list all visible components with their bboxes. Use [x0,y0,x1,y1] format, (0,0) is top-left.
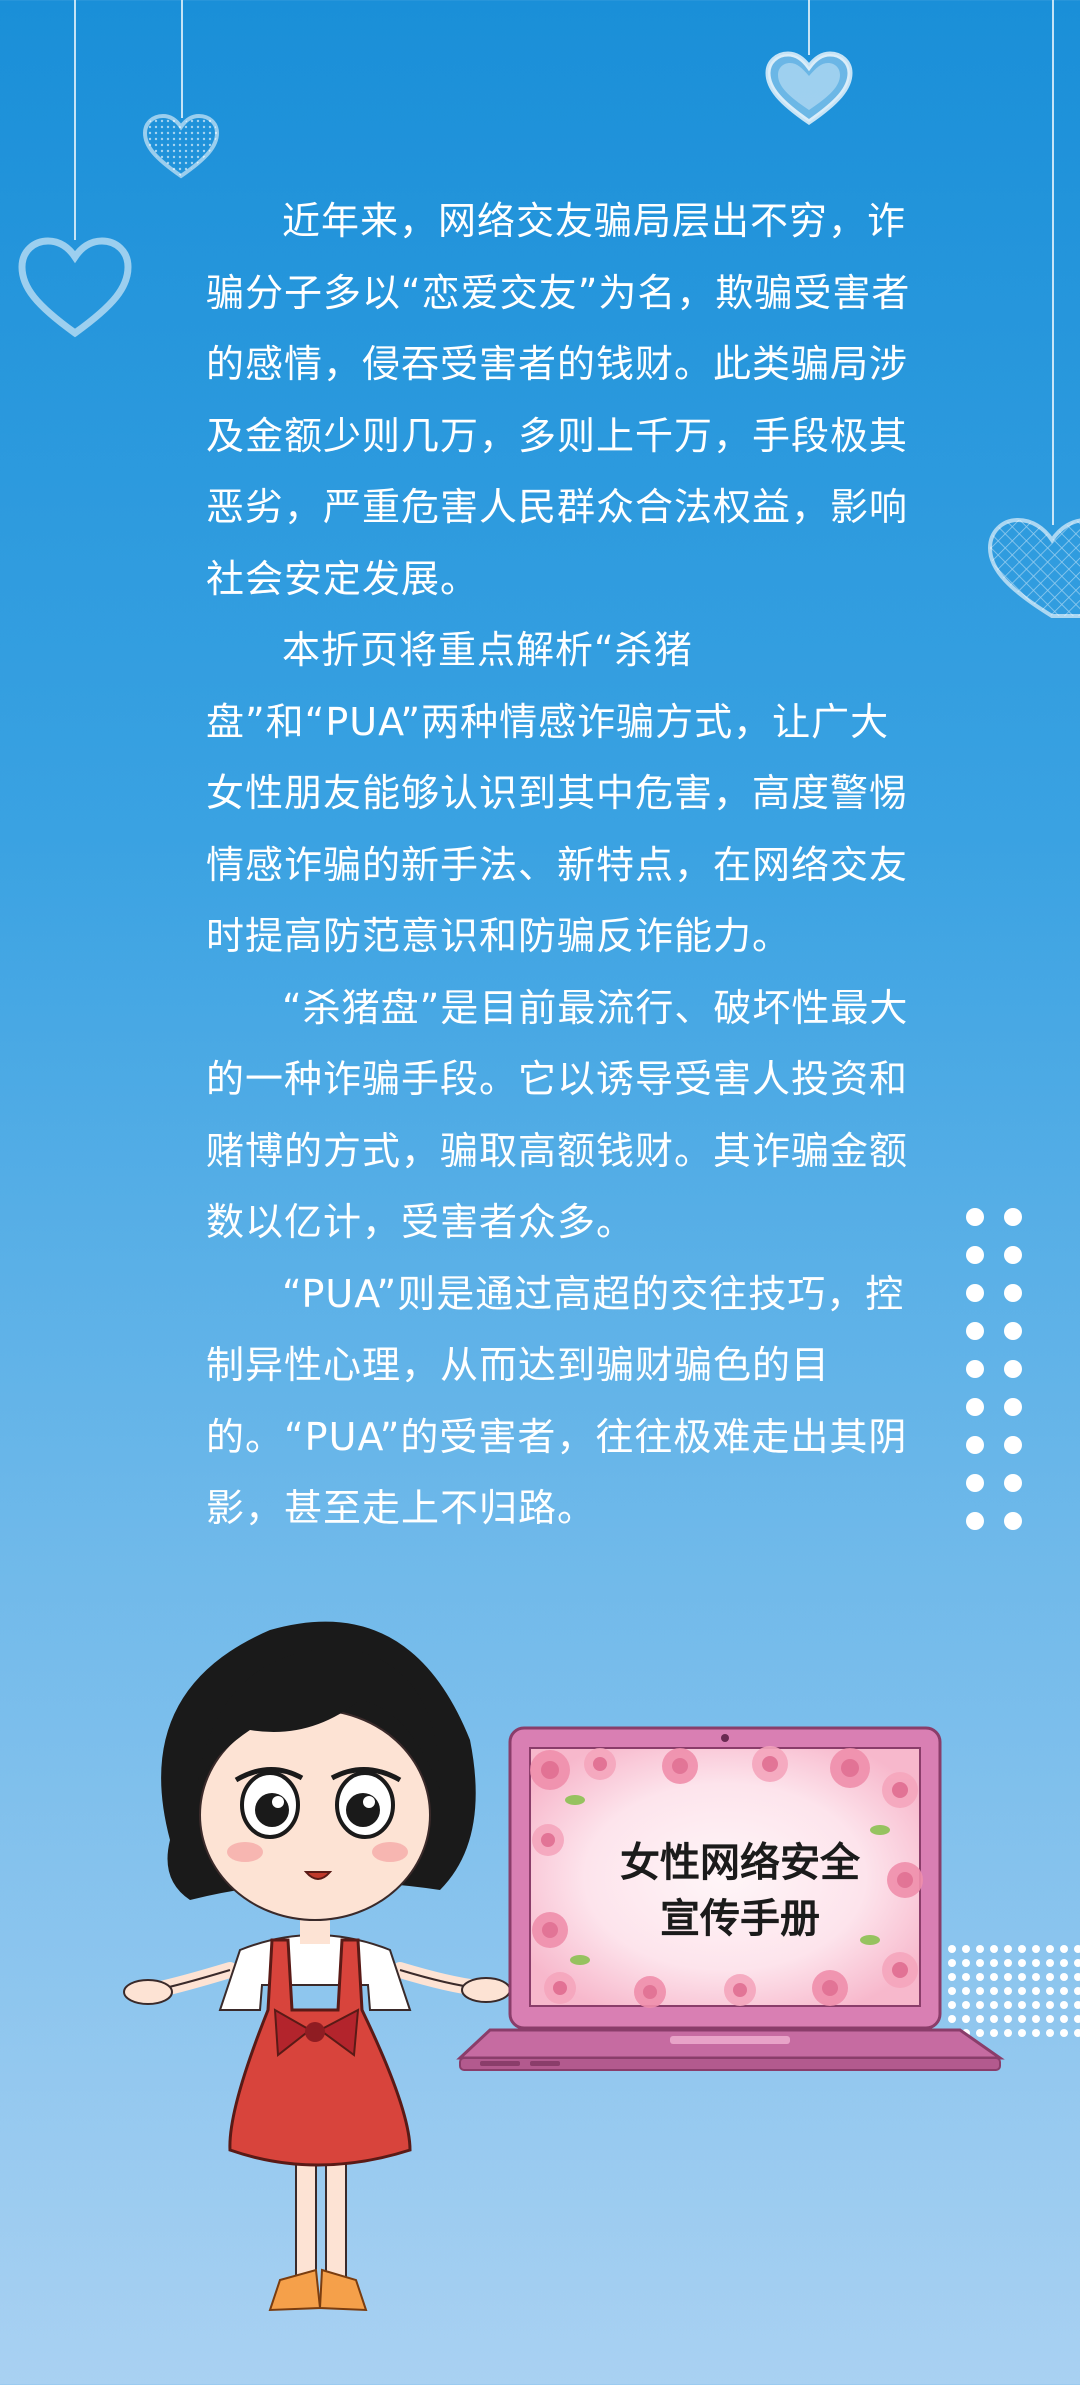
laptop-title-line1: 女性网络安全 [620,1840,860,1886]
dot-pattern [948,1945,1080,2037]
paragraph-pua: “PUA”则是通过高超的交往技巧，控制异性心理，从而达到骗财骗色的目的。“PUA… [206,1271,908,1531]
laptop-illustration [456,1726,1005,2071]
paragraph-pig-butchering: “杀猪盘”是目前最流行、破坏性最大的一种诈骗手段。它以诱导受害人投资和赌博的方式… [206,985,909,1245]
dot-pattern [966,1208,1022,1530]
paragraph-intro: 近年来，网络交友骗局层出不穷，诈骗分子多以“恋爱交友”为名，欺骗受害者的感情，侵… [206,199,911,601]
girl-illustration [123,1621,510,2312]
heart-icon [142,113,220,179]
paragraph-purpose: 本折页将重点解析“杀猪盘”和“PUA”两种情感诈骗方式，让广大女性朋友能够认识到… [206,628,909,958]
laptop-screen-title: 女性网络安全 宣传手册 [520,1835,960,1947]
article-text: 近年来，网络交友骗局层出不穷，诈骗分子多以“恋爱交友”为名，欺骗受害者的感情，侵… [206,186,926,1545]
heart-string [181,0,183,118]
heart-icon [18,237,132,338]
heart-icon [987,517,1080,618]
heart-string [1052,0,1054,525]
heart-string [74,0,76,240]
heart-string [808,0,810,55]
heart-icon [765,51,853,126]
laptop-title-line2: 宣传手册 [660,1896,820,1942]
